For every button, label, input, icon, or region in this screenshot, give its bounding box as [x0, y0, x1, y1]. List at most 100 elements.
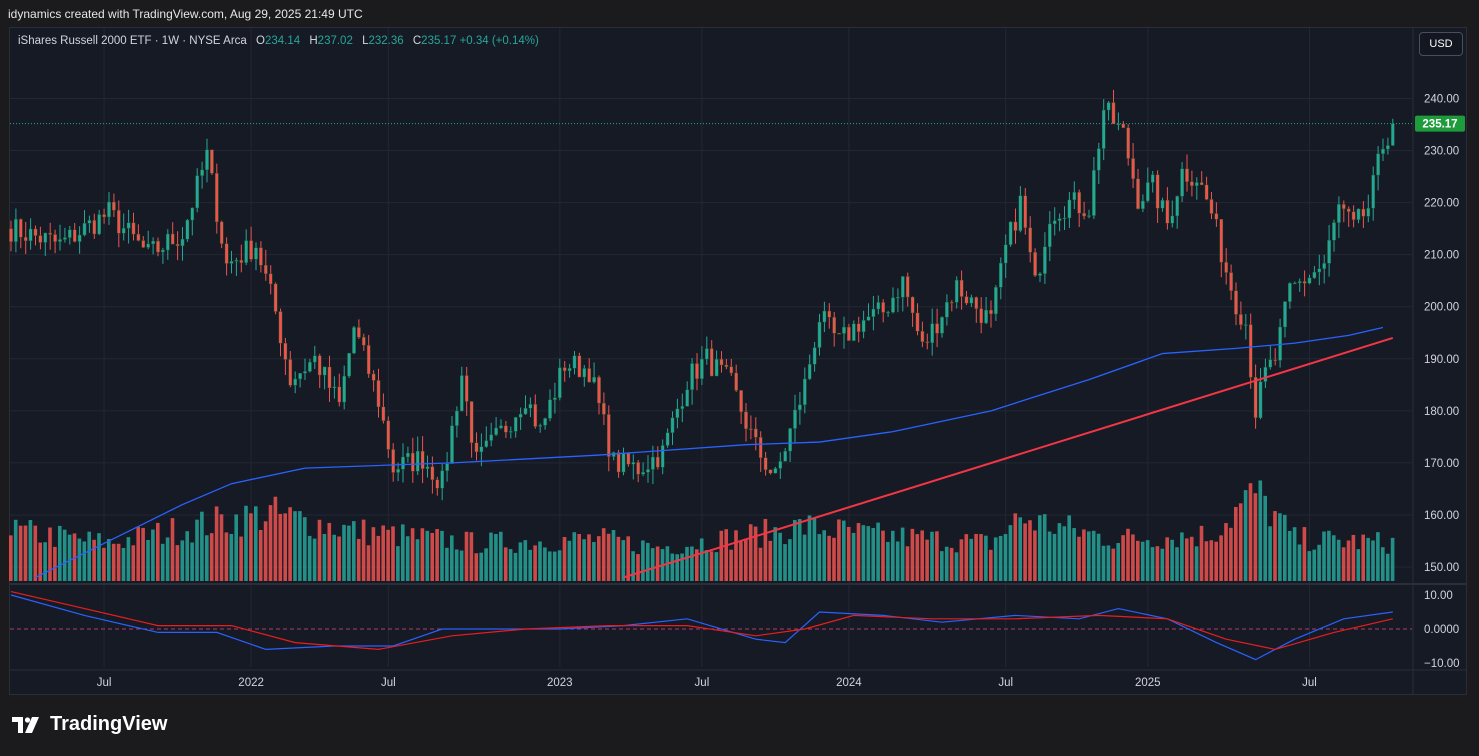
volume-bar [258, 529, 263, 581]
candle-body [1356, 208, 1361, 220]
candle-body [146, 243, 151, 248]
candle-body [1194, 182, 1199, 187]
candle-body [1008, 221, 1013, 245]
candle-body [1018, 195, 1023, 231]
candle-body [660, 445, 665, 468]
volume-bar [1067, 515, 1071, 581]
volume-bar [802, 534, 807, 581]
volume-bar [499, 531, 503, 581]
volume-bar [979, 534, 983, 581]
volume-bar [518, 542, 523, 581]
candle-body [1199, 182, 1204, 186]
candle-body [905, 276, 910, 298]
candle-body [705, 348, 709, 360]
volume-bar [636, 554, 640, 581]
volume-bar [1336, 539, 1341, 581]
change-value: +0.34 (+0.14%) [459, 35, 539, 47]
volume-bar [866, 526, 871, 581]
volume-bar [1150, 547, 1155, 581]
candle-body [793, 409, 797, 429]
candle-body [371, 373, 376, 381]
volume-bar [1047, 531, 1052, 581]
candle-body [347, 352, 351, 377]
candle-body [714, 359, 719, 377]
tradingview-logo[interactable]: TradingView [12, 713, 167, 736]
y-tick-label: 160.00 [1424, 510, 1459, 522]
candle-body [411, 452, 415, 472]
volume-bar [1238, 503, 1243, 581]
volume-bar [371, 527, 376, 581]
candle-body [420, 450, 425, 469]
candle-body [1013, 221, 1018, 231]
volume-bar [459, 550, 464, 581]
candle-body [538, 425, 542, 427]
volume-bar [655, 546, 660, 581]
volume-bar [704, 550, 709, 581]
volume-bar [989, 549, 993, 581]
volume-bar [209, 533, 214, 581]
candle-body [224, 243, 229, 264]
candle-body [469, 401, 474, 444]
candle-body [332, 386, 337, 389]
volume-bar [1106, 545, 1111, 581]
candle-body [1366, 207, 1371, 217]
volume-bar [552, 551, 557, 581]
candle-body [102, 214, 106, 218]
volume-bar [67, 534, 72, 581]
volume-bar [1317, 544, 1321, 581]
trendline [623, 337, 1394, 579]
candle-body [244, 240, 249, 263]
moving-average-line [35, 326, 1384, 578]
volume-bar [1371, 540, 1375, 581]
candle-body [513, 417, 518, 432]
volume-bar [396, 546, 400, 581]
x-tick-label: 2024 [836, 677, 862, 689]
candle-body [1023, 195, 1028, 228]
volume-bar [822, 530, 826, 581]
candle-body [812, 347, 817, 365]
candle-body [1155, 174, 1160, 209]
candle-body [1292, 282, 1297, 285]
volume-bar [234, 514, 238, 581]
volume-bar [734, 530, 738, 581]
volume-bar [484, 548, 488, 581]
volume-bar [156, 522, 160, 581]
candle-body [803, 378, 807, 405]
candle-body [1258, 381, 1263, 418]
symbol-name[interactable]: iShares Russell 2000 ETF · 1W · NYSE Arc… [18, 35, 247, 47]
volume-bar [1155, 546, 1160, 581]
last-price-label: 235.17 [1422, 119, 1457, 131]
volume-bar [954, 552, 959, 581]
candle-body [175, 243, 180, 247]
volume-bar [1273, 511, 1277, 581]
volume-bar [1209, 540, 1214, 581]
candle-body [1278, 326, 1282, 361]
candle-body [920, 331, 925, 342]
volume-bar [1062, 526, 1067, 581]
candle-body [1224, 262, 1228, 273]
candle-body [327, 366, 332, 389]
volume-bar [1145, 540, 1150, 581]
candle-body [665, 432, 670, 446]
volume-bar [303, 517, 307, 581]
volume-bar [33, 525, 38, 581]
volume-bar [1283, 514, 1287, 581]
candle-body [1332, 222, 1336, 241]
volume-bar [1234, 506, 1238, 581]
candle-body [1185, 168, 1189, 182]
candle-body [357, 327, 361, 338]
volume-bar [925, 539, 929, 581]
currency-button[interactable]: USD [1419, 32, 1463, 56]
volume-bar [793, 519, 797, 581]
candle-body [38, 235, 43, 243]
candle-body [489, 434, 494, 441]
candle-body [1229, 272, 1233, 291]
volume-bar [48, 527, 52, 581]
volume-bar [435, 529, 439, 581]
volume-bar [621, 540, 626, 581]
candle-body [607, 414, 611, 457]
candle-body [161, 249, 165, 253]
candle-body [1386, 145, 1390, 150]
candle-body [959, 279, 964, 297]
